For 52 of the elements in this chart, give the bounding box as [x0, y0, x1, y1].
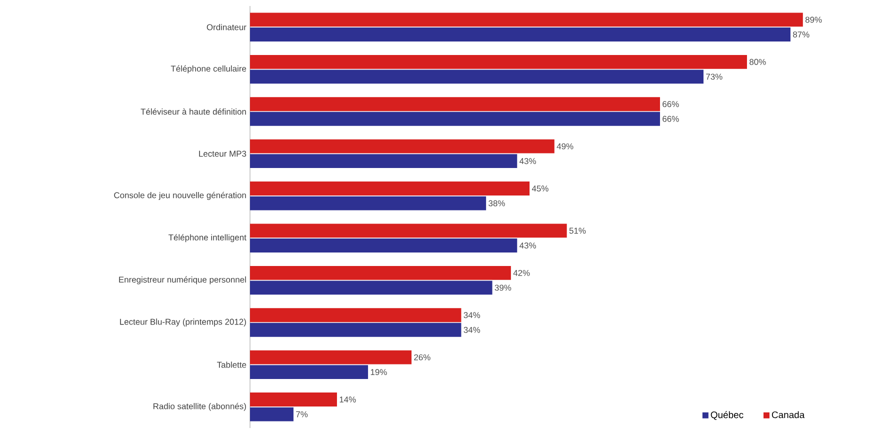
data-label: 66% — [662, 101, 679, 108]
bar — [250, 12, 803, 27]
bar — [250, 407, 294, 422]
data-label: 43% — [520, 242, 536, 248]
bar — [250, 308, 462, 322]
data-label: 66% — [662, 116, 679, 122]
bar — [250, 224, 567, 238]
bar — [250, 139, 554, 154]
y-tick-label: Téléphone intelligent — [168, 234, 246, 242]
data-label: 19% — [370, 369, 387, 376]
bar — [250, 392, 337, 406]
data-label: 39% — [494, 284, 512, 291]
data-label: 45% — [532, 186, 548, 192]
y-tick-label: Lecteur Blu-Ray (printemps 2012) — [120, 318, 246, 326]
legend-label: Québec — [710, 411, 744, 420]
y-tick-label: Téléviseur à haute définition — [140, 108, 246, 115]
y-tick-label: Lecteur MP3 — [199, 150, 246, 157]
bar — [250, 238, 518, 252]
legend-label: Canada — [772, 411, 805, 418]
data-label: 73% — [706, 74, 722, 80]
bar — [250, 112, 660, 126]
bar — [250, 350, 412, 364]
data-label: 34% — [464, 326, 480, 333]
bar — [250, 154, 518, 168]
data-label: 26% — [414, 354, 430, 360]
bar — [250, 97, 660, 112]
bar — [250, 322, 462, 337]
y-tick-label: Enregistreur numérique personnel — [119, 276, 246, 284]
data-label: 51% — [569, 228, 586, 234]
bar — [250, 280, 492, 295]
data-label: 34% — [464, 312, 480, 318]
y-tick-label: Radio satellite (abonnés) — [153, 402, 246, 411]
y-tick-label: Console de jeu nouvelle génération — [114, 192, 246, 200]
bar — [250, 266, 511, 280]
bar — [250, 70, 704, 84]
data-label: 14% — [340, 396, 356, 402]
data-label: 43% — [520, 158, 536, 164]
data-label: 89% — [805, 16, 822, 23]
data-label: 49% — [556, 143, 574, 150]
data-label: 42% — [513, 270, 530, 276]
data-label: 87% — [793, 31, 810, 38]
y-tick-label: Téléphone cellulaire — [170, 65, 246, 74]
data-label: 7% — [296, 411, 308, 418]
bar — [250, 196, 486, 210]
data-label: 38% — [488, 200, 505, 206]
bar — [250, 28, 790, 42]
bar — [250, 182, 530, 196]
bar — [250, 365, 368, 380]
bar — [250, 54, 747, 69]
y-tick-label: Ordinateur — [206, 24, 246, 30]
y-tick-label: Tablette — [217, 362, 246, 368]
data-label: 80% — [750, 58, 766, 65]
